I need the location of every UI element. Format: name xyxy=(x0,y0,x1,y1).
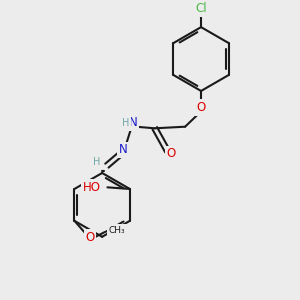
Text: O: O xyxy=(167,147,176,160)
Text: Cl: Cl xyxy=(195,2,207,15)
Text: N: N xyxy=(119,143,128,156)
Text: HO: HO xyxy=(83,181,101,194)
Text: H: H xyxy=(122,118,129,128)
Text: H: H xyxy=(93,158,100,167)
Text: N: N xyxy=(129,116,138,129)
Text: O: O xyxy=(196,101,206,114)
Text: CH₃: CH₃ xyxy=(109,226,126,235)
Text: O: O xyxy=(85,231,94,244)
